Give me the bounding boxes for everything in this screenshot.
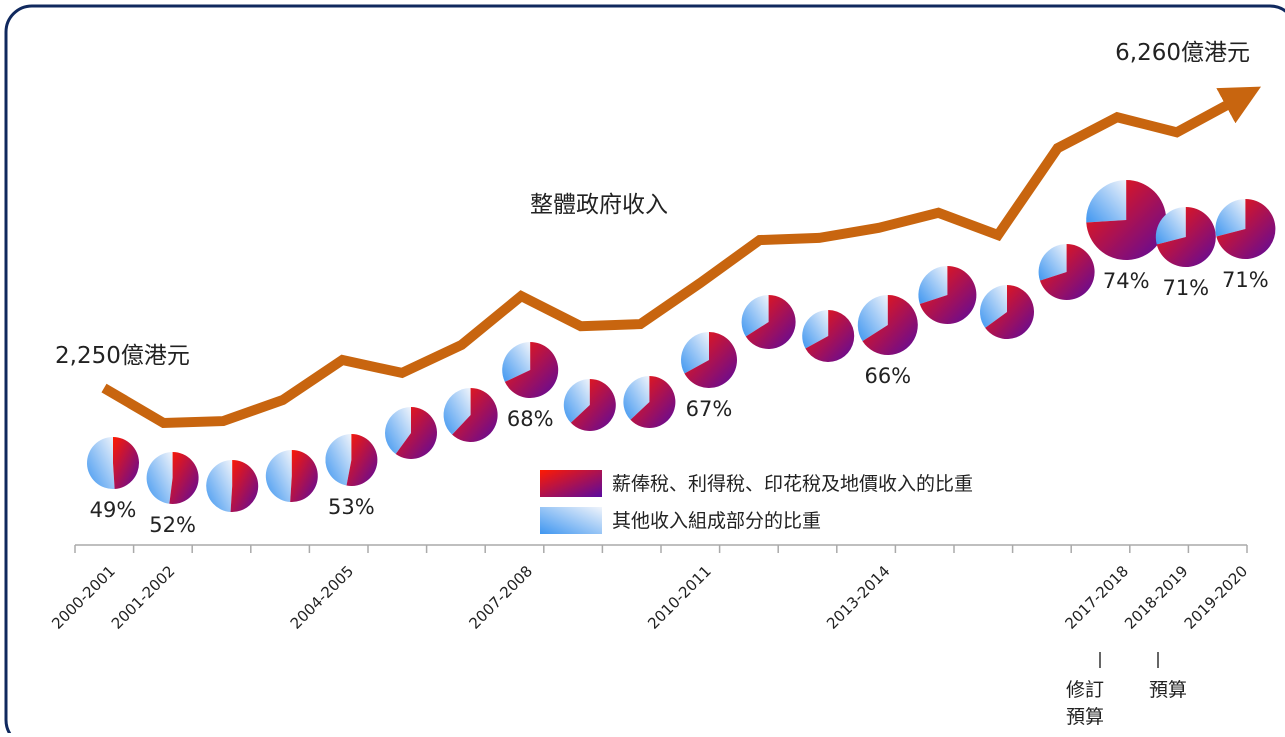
pie-other	[681, 332, 709, 374]
pie-share	[919, 266, 977, 324]
pie-value-label: 49%	[90, 498, 137, 522]
pie-other	[146, 452, 173, 504]
pie-value-label: 67%	[686, 397, 733, 421]
annotation: 預算	[1149, 679, 1187, 701]
pie-share	[452, 388, 498, 442]
pie-value-label: 74%	[1103, 269, 1150, 293]
pie-value-label: 71%	[1222, 268, 1269, 292]
pie-share	[684, 332, 738, 389]
pie-share	[1039, 244, 1095, 300]
pie-share	[290, 450, 318, 503]
pie-other	[86, 437, 115, 490]
legend-label: 其他收入組成部分的比重	[612, 510, 821, 532]
x-tick-label: 2010-2011	[644, 562, 715, 633]
pie-share	[862, 295, 918, 356]
pie-value-label: 66%	[864, 364, 911, 388]
pie-share	[805, 310, 855, 362]
x-tick-label: 2000-2001	[48, 562, 119, 633]
pie-share	[630, 376, 676, 428]
x-tick-label: 2004-2005	[287, 562, 358, 633]
pie-other	[741, 295, 769, 337]
pie-other	[206, 460, 233, 512]
pie-other	[918, 266, 948, 304]
pie-other	[857, 295, 888, 342]
pie-share	[1216, 199, 1276, 260]
pie-other	[1215, 199, 1246, 237]
pie-share	[985, 285, 1034, 339]
x-tick-label: 2019-2020	[1181, 562, 1252, 633]
pie-share	[169, 452, 199, 505]
frame	[4, 4, 1285, 737]
pie-other	[1086, 180, 1127, 223]
pie-other	[443, 388, 471, 435]
pie-share	[346, 434, 378, 487]
pie-other	[1155, 207, 1186, 245]
x-tick-label: 2018-2019	[1121, 562, 1192, 633]
pie-other	[325, 434, 352, 486]
pie-share	[113, 437, 139, 489]
annotation: 修訂	[1066, 679, 1104, 701]
pie-share	[570, 379, 616, 431]
annotation: 預算	[1066, 706, 1104, 728]
pie-other	[265, 450, 292, 502]
pie-other	[623, 376, 650, 420]
pie-value-label: 71%	[1162, 276, 1209, 300]
x-tick-label: 2007-2008	[465, 562, 536, 633]
pie-share	[1156, 207, 1216, 268]
pie-other	[385, 407, 411, 455]
pie-value-label: 52%	[149, 513, 196, 537]
x-tick-label: 2001-2002	[108, 562, 179, 633]
revenue-line	[101, 86, 1262, 429]
pie-share	[230, 460, 259, 512]
pie-other	[802, 310, 829, 349]
pie-other	[502, 342, 531, 382]
x-tick-label: 2013-2014	[823, 562, 894, 633]
pie-share	[395, 407, 437, 460]
line-value-label: 6,260億港元	[1115, 40, 1250, 66]
pie-other	[1038, 244, 1067, 281]
pie-other	[980, 285, 1007, 328]
pie-share	[1086, 180, 1167, 260]
legend-label: 薪俸稅、利得稅、印花稅及地價收入的比重	[612, 473, 973, 495]
legend-swatch	[540, 507, 602, 534]
pie-value-label: 68%	[507, 407, 554, 431]
pie-value-label: 53%	[328, 495, 375, 519]
line-value-label: 2,250億港元	[55, 343, 190, 369]
pie-share	[504, 342, 559, 398]
legend-swatch	[540, 470, 602, 497]
pie-other	[563, 379, 590, 423]
x-tick-label: 2017-2018	[1061, 562, 1132, 633]
line-label: 整體政府收入	[530, 192, 668, 218]
pie-share	[745, 295, 796, 349]
